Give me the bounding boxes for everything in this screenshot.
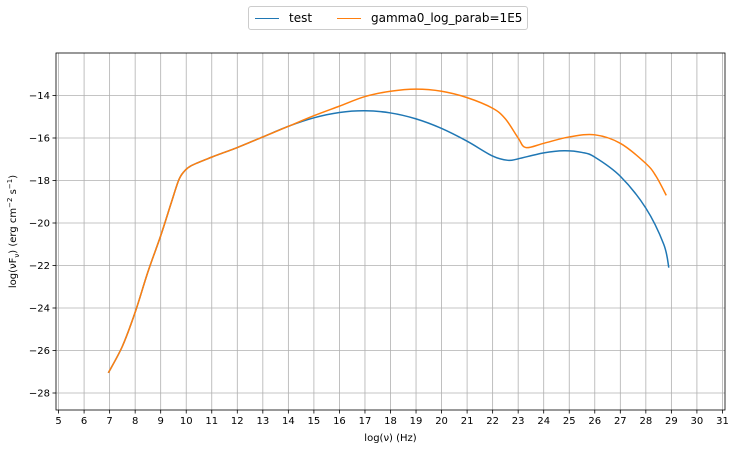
y-axis-label-unit: (erg cm bbox=[8, 208, 19, 247]
legend-label-gamma0: gamma0_log_parab=1E5 bbox=[371, 11, 523, 25]
x-tick-label: 31 bbox=[716, 416, 729, 427]
y-axis-label-s: s bbox=[8, 189, 19, 194]
x-tick-label: 29 bbox=[665, 416, 678, 427]
x-axis-label: log(ν) (Hz) bbox=[364, 433, 416, 444]
legend-label-test: test bbox=[289, 11, 313, 25]
x-tick-label: 8 bbox=[132, 416, 138, 427]
legend: test gamma0_log_parab=1E5 bbox=[248, 6, 528, 30]
legend-swatch-gamma0 bbox=[337, 18, 361, 19]
y-axis: −28 −26 −24 −22 −20 −18 −16 −14 bbox=[29, 91, 56, 400]
y-axis-label-main: log(νF bbox=[8, 257, 19, 288]
x-tick-label: 30 bbox=[691, 416, 704, 427]
y-tick-label: −24 bbox=[29, 304, 50, 315]
x-tick-label: 9 bbox=[158, 416, 164, 427]
x-tick-label: 13 bbox=[256, 416, 269, 427]
x-tick-label: 16 bbox=[333, 416, 346, 427]
y-axis-label-exp2: −1 bbox=[6, 179, 14, 189]
x-tick-label: 14 bbox=[282, 416, 295, 427]
y-axis-label-sub: ν bbox=[13, 254, 21, 258]
x-tick-label: 11 bbox=[205, 416, 218, 427]
x-tick-label: 10 bbox=[180, 416, 193, 427]
x-tick-label: 28 bbox=[639, 416, 652, 427]
y-tick-label: −22 bbox=[29, 261, 50, 272]
y-tick-label: −26 bbox=[29, 346, 50, 357]
x-tick-label: 25 bbox=[563, 416, 576, 427]
x-tick-label: 27 bbox=[614, 416, 627, 427]
x-tick-label: 20 bbox=[435, 416, 448, 427]
y-tick-label: −20 bbox=[29, 219, 50, 230]
y-tick-label: −14 bbox=[29, 91, 50, 102]
x-tick-label: 6 bbox=[81, 416, 87, 427]
x-tick-label: 21 bbox=[461, 416, 474, 427]
x-tick-label: 15 bbox=[308, 416, 321, 427]
y-tick-label: −16 bbox=[29, 134, 50, 145]
x-tick-label: 23 bbox=[512, 416, 525, 427]
x-tick-label: 26 bbox=[588, 416, 601, 427]
x-tick-label: 17 bbox=[359, 416, 372, 427]
x-tick-label: 12 bbox=[231, 416, 244, 427]
x-tick-label: 7 bbox=[106, 416, 112, 427]
series-line-test bbox=[107, 110, 670, 374]
y-tick-label: −28 bbox=[29, 389, 50, 400]
x-tick-label: 19 bbox=[410, 416, 423, 427]
x-axis: 5 6 7 8 9 10 11 12 13 14 15 16 17 18 19 20 21 22 23 24 25 26 2… bbox=[55, 410, 729, 427]
grid bbox=[56, 53, 725, 410]
series-line-gamma0-log-parab bbox=[107, 88, 667, 374]
x-tick-label: 24 bbox=[537, 416, 550, 427]
y-axis-label: log(νFν) (erg cm−2 s−1) bbox=[6, 175, 21, 288]
x-tick-label: 5 bbox=[55, 416, 61, 427]
legend-swatch-test bbox=[255, 18, 279, 19]
series-lines bbox=[107, 88, 670, 374]
y-axis-label-exp1: −2 bbox=[6, 198, 14, 208]
x-tick-label: 18 bbox=[384, 416, 397, 427]
x-tick-label: 22 bbox=[486, 416, 499, 427]
y-tick-label: −18 bbox=[29, 176, 50, 187]
